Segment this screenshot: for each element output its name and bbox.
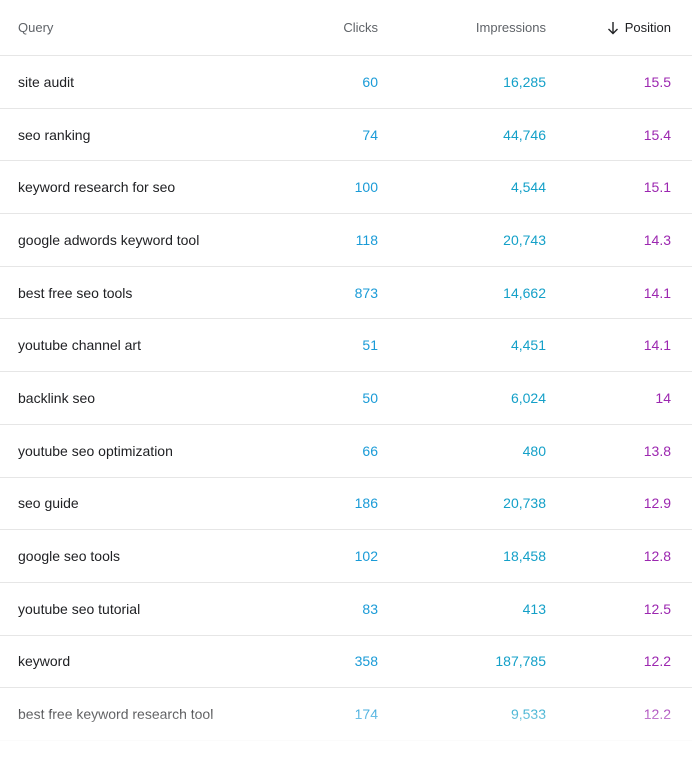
position-cell: 15.5 bbox=[643, 73, 671, 90]
position-cell: 12.5 bbox=[643, 600, 671, 617]
query-cell: youtube seo optimization bbox=[18, 442, 173, 459]
position-cell: 12.9 bbox=[643, 495, 671, 512]
clicks-cell: 118 bbox=[355, 231, 378, 248]
table-row[interactable]: site audit 60 16,285 15.5 bbox=[0, 56, 692, 109]
table-row[interactable]: seo guide 186 20,738 12.9 bbox=[0, 478, 692, 531]
impressions-cell: 20,743 bbox=[503, 231, 546, 248]
position-cell: 13.8 bbox=[643, 442, 671, 459]
query-cell: best free seo tools bbox=[18, 284, 133, 301]
position-cell: 12.2 bbox=[643, 706, 671, 723]
query-cell: best free keyword research tool bbox=[18, 706, 214, 723]
position-header-label: Position bbox=[624, 20, 671, 35]
table-row[interactable]: backlink seo 50 6,024 14 bbox=[0, 372, 692, 425]
clicks-cell: 74 bbox=[362, 126, 378, 143]
column-header-impressions[interactable]: Impressions bbox=[475, 20, 546, 35]
impressions-cell: 14,662 bbox=[503, 284, 546, 301]
impressions-cell: 4,451 bbox=[510, 337, 546, 354]
position-cell: 12.8 bbox=[643, 548, 671, 565]
table-row[interactable]: google seo tools 102 18,458 12.8 bbox=[0, 530, 692, 583]
clicks-cell: 186 bbox=[354, 495, 378, 512]
table-row[interactable]: youtube seo optimization 66 480 13.8 bbox=[0, 425, 692, 478]
impressions-cell: 20,738 bbox=[503, 495, 546, 512]
query-cell: seo ranking bbox=[18, 126, 91, 143]
query-cell: youtube seo tutorial bbox=[18, 600, 141, 617]
position-cell: 15.4 bbox=[643, 126, 671, 143]
query-cell: site audit bbox=[18, 73, 75, 90]
table-row[interactable]: seo ranking 74 44,746 15.4 bbox=[0, 109, 692, 162]
clicks-cell: 66 bbox=[362, 442, 378, 459]
impressions-cell: 6,024 bbox=[510, 389, 546, 406]
clicks-cell: 50 bbox=[362, 389, 378, 406]
impressions-cell: 413 bbox=[522, 600, 546, 617]
impressions-cell: 18,458 bbox=[503, 548, 546, 565]
query-cell: keyword bbox=[18, 653, 71, 670]
impressions-cell: 187,785 bbox=[495, 653, 546, 670]
clicks-cell: 83 bbox=[362, 600, 378, 617]
clicks-cell: 873 bbox=[354, 284, 378, 301]
column-header-query[interactable]: Query bbox=[18, 20, 54, 35]
impressions-cell: 16,285 bbox=[503, 73, 546, 90]
table-row[interactable]: best free keyword research tool 174 9,53… bbox=[0, 688, 692, 741]
position-cell: 12.2 bbox=[643, 653, 671, 670]
table-header: Query Clicks Impressions Position bbox=[0, 0, 692, 56]
query-cell: youtube channel art bbox=[18, 337, 141, 354]
clicks-cell: 60 bbox=[362, 73, 378, 90]
query-cell: google adwords keyword tool bbox=[18, 231, 200, 248]
table-row[interactable]: best free seo tools 873 14,662 14.1 bbox=[0, 267, 692, 320]
impressions-cell: 4,544 bbox=[510, 179, 546, 196]
clicks-cell: 51 bbox=[362, 337, 378, 354]
table-body: site audit 60 16,285 15.5 seo ranking 74… bbox=[0, 56, 692, 741]
impressions-cell: 9,533 bbox=[510, 706, 546, 723]
table-row[interactable]: youtube seo tutorial 83 413 12.5 bbox=[0, 583, 692, 636]
table-row[interactable]: keyword 358 187,785 12.2 bbox=[0, 636, 692, 689]
query-cell: seo guide bbox=[18, 495, 79, 512]
position-cell: 14 bbox=[655, 389, 671, 406]
clicks-cell: 102 bbox=[354, 548, 378, 565]
position-cell: 14.1 bbox=[643, 337, 671, 354]
query-cell: backlink seo bbox=[18, 389, 96, 406]
query-cell: google seo tools bbox=[18, 548, 120, 565]
clicks-cell: 358 bbox=[354, 653, 378, 670]
query-table: Query Clicks Impressions Position site a… bbox=[0, 0, 692, 741]
table-row[interactable]: youtube channel art 51 4,451 14.1 bbox=[0, 319, 692, 373]
table-row[interactable]: google adwords keyword tool 118 20,743 1… bbox=[0, 214, 692, 267]
impressions-cell: 44,746 bbox=[503, 126, 546, 143]
impressions-cell: 480 bbox=[522, 442, 546, 459]
column-header-clicks[interactable]: Clicks bbox=[343, 20, 378, 35]
position-cell: 14.1 bbox=[643, 284, 671, 301]
query-cell: keyword research for seo bbox=[18, 179, 176, 196]
column-header-position[interactable]: Position bbox=[546, 20, 671, 35]
position-cell: 15.1 bbox=[643, 179, 671, 196]
clicks-cell: 174 bbox=[354, 706, 378, 723]
clicks-cell: 100 bbox=[354, 179, 378, 196]
table-row[interactable]: keyword research for seo 100 4,544 15.1 bbox=[0, 161, 692, 215]
arrow-down-icon bbox=[607, 21, 618, 34]
position-cell: 14.3 bbox=[643, 231, 671, 248]
